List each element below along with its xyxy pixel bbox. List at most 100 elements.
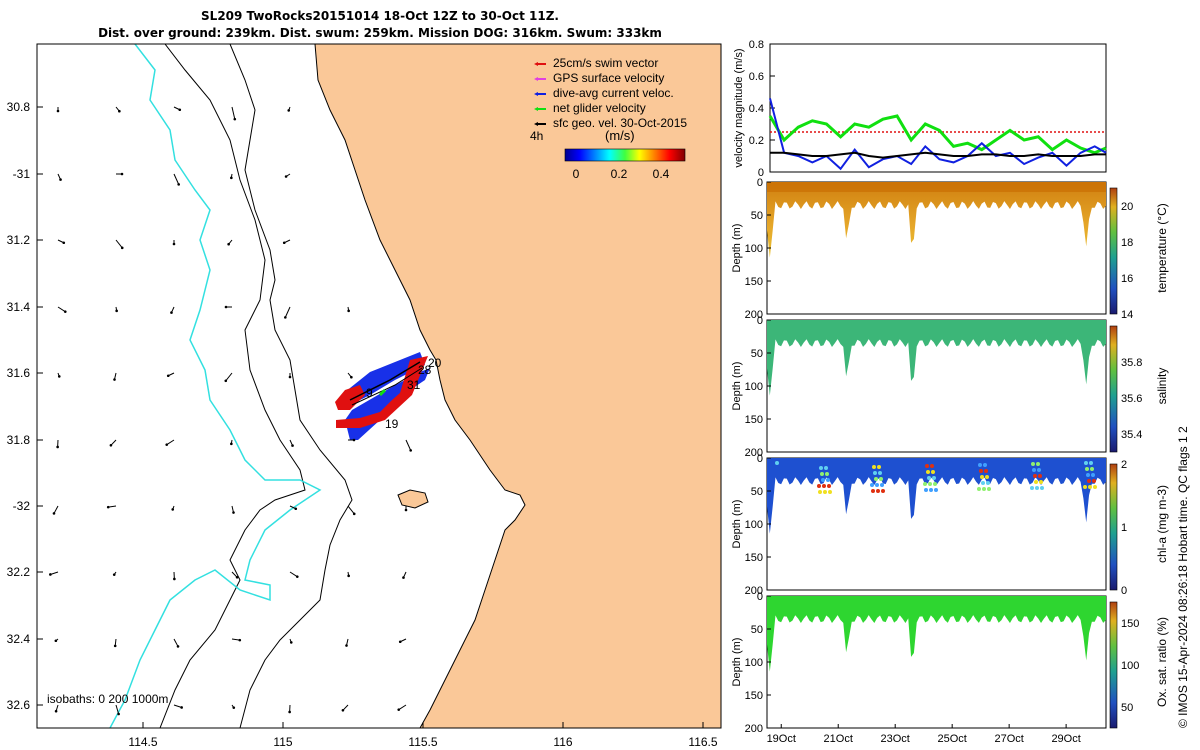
chl-dot xyxy=(923,482,927,486)
chl-dot xyxy=(932,476,936,480)
chl-dot xyxy=(1032,468,1036,472)
geo-velocity-arrowhead xyxy=(402,576,405,579)
geo-velocity-arrowhead xyxy=(59,178,62,181)
section-colorbar-label: Ox. sat. ratio (%) xyxy=(1155,617,1169,707)
velocity-ylabel: velocity magnitude (m/s) xyxy=(733,48,745,167)
chl-dot xyxy=(872,465,876,469)
section-colorbar-tick: 35.8 xyxy=(1121,357,1142,369)
geo-velocity-arrowhead xyxy=(404,508,408,512)
depth-tick-label: 200 xyxy=(745,723,763,735)
chl-dot xyxy=(823,490,827,494)
geo-velocity-arrow xyxy=(173,704,182,708)
geo-velocity-arrowhead xyxy=(227,242,230,246)
chl-dot xyxy=(827,484,831,488)
geo-velocity-arrowhead xyxy=(62,241,66,245)
chl-dot xyxy=(1092,479,1096,483)
geo-velocity-arrowhead xyxy=(352,438,356,442)
chl-dot xyxy=(928,482,932,486)
chl-dot xyxy=(1031,462,1035,466)
geo-velocity-arrow xyxy=(53,505,59,514)
chart-title-line1: SL209 TwoRocks20151014 18-Oct 12Z to 30-… xyxy=(201,9,559,23)
chl-dot xyxy=(822,484,826,488)
date-tick-label: 19Oct xyxy=(767,733,796,745)
geo-velocity-arrow xyxy=(398,704,407,711)
depth-tick-label: 0 xyxy=(757,315,763,327)
chl-dot xyxy=(979,469,983,473)
geo-velocity-arrowhead xyxy=(63,310,67,313)
chl-dot xyxy=(825,472,829,476)
chl-dot xyxy=(1083,485,1087,489)
chl-dot xyxy=(1089,461,1093,465)
geo-velocity-arrowhead xyxy=(54,639,58,643)
map-ytick-label: 31.6 xyxy=(7,366,31,380)
depth-tick-label: 200 xyxy=(745,585,763,597)
chl-dot xyxy=(1085,467,1089,471)
chl-dot xyxy=(934,488,938,492)
map-ytick-label: 30.8 xyxy=(7,100,31,114)
geo-velocity-arrowhead xyxy=(172,242,176,246)
chl-dot xyxy=(1093,485,1097,489)
geo-velocity-arrowhead xyxy=(173,577,176,581)
geo-velocity-arrow xyxy=(231,638,240,641)
depth-tick-label: 50 xyxy=(751,624,763,636)
legend-arrowhead xyxy=(534,122,538,126)
colorbar-4h-label: 4h xyxy=(530,129,543,143)
chl-dot xyxy=(982,487,986,491)
geo-velocity-arrowhead xyxy=(288,375,292,379)
depth-axis-label: Depth (m) xyxy=(731,500,743,549)
geo-velocity-arrowhead xyxy=(287,109,291,112)
section-oxygen: 0 50 100 150 200 Depth (m) 50 100 150 Ox. sat. ra… xyxy=(731,591,1169,735)
map-ytick-label: 31.4 xyxy=(7,300,31,314)
map-xtick-label: 116 xyxy=(553,735,572,749)
geo-velocity-arrowhead xyxy=(180,706,183,709)
glider-track xyxy=(335,352,430,440)
chl-dot xyxy=(933,482,937,486)
velocity-series-line xyxy=(770,151,1106,159)
section-temperature: 0 50 100 150 200 Depth (m) 14 16 18 20 temperature… xyxy=(731,177,1169,321)
chl-dot xyxy=(930,464,934,468)
section-chl-a: 0 50 100 150 200 Depth (m) 0 1 2 chl-a (mg m-3) xyxy=(731,453,1169,597)
velocity-ytick-label: 0.4 xyxy=(749,103,764,115)
section-colorbar xyxy=(1109,187,1118,315)
map-ytick-label: 32.2 xyxy=(7,565,31,579)
section-colorbar-tick: 150 xyxy=(1121,618,1139,630)
chl-dot xyxy=(879,477,883,481)
velocity-ytick-label: 0.2 xyxy=(749,135,764,147)
map-xtick-label: 115 xyxy=(273,735,292,749)
depth-axis-label: Depth (m) xyxy=(731,362,743,411)
geo-velocity-arrowhead xyxy=(284,175,288,178)
map-ytick-label: -31 xyxy=(13,167,31,181)
geo-velocity-arrowhead xyxy=(112,573,116,576)
depth-tick-label: 100 xyxy=(745,243,763,255)
depth-tick-label: 50 xyxy=(751,486,763,498)
section-colorbar-tick: 0 xyxy=(1121,585,1127,597)
geo-velocity-arrowhead xyxy=(347,309,350,313)
depth-tick-label: 150 xyxy=(745,552,763,564)
chl-dot xyxy=(874,477,878,481)
chl-dot xyxy=(880,483,884,487)
geo-velocity-arrow xyxy=(166,439,175,446)
footer-credit: © IMOS 15-Apr-2024 08:26:18 Hobart time.… xyxy=(1176,426,1190,728)
colorbar-tick-label: 0.2 xyxy=(611,167,628,181)
section-colorbar-tick: 2 xyxy=(1121,459,1127,471)
geo-velocity-arrowhead xyxy=(49,573,52,576)
geo-velocity-arrowhead xyxy=(171,508,175,511)
depth-tick-label: 0 xyxy=(757,591,763,603)
chl-dot xyxy=(986,481,990,485)
chl-dot xyxy=(817,484,821,488)
chl-dot xyxy=(931,470,935,474)
chl-dot xyxy=(870,483,874,487)
section-data-fill xyxy=(767,182,1106,258)
chl-dot xyxy=(1088,485,1092,489)
geo-velocity-arrowhead xyxy=(235,575,239,579)
legend-entry: sfc geo. vel. 30-Oct-2015 xyxy=(553,116,687,130)
geo-velocity-arrow xyxy=(289,571,298,578)
chl-dot xyxy=(828,490,832,494)
geo-velocity-arrowhead xyxy=(350,375,353,379)
chl-dot xyxy=(820,472,824,476)
section-colorbar-label: chl-a (mg m-3) xyxy=(1155,485,1169,563)
chl-dot xyxy=(1040,486,1044,490)
geo-velocity-arrowhead xyxy=(238,638,242,642)
